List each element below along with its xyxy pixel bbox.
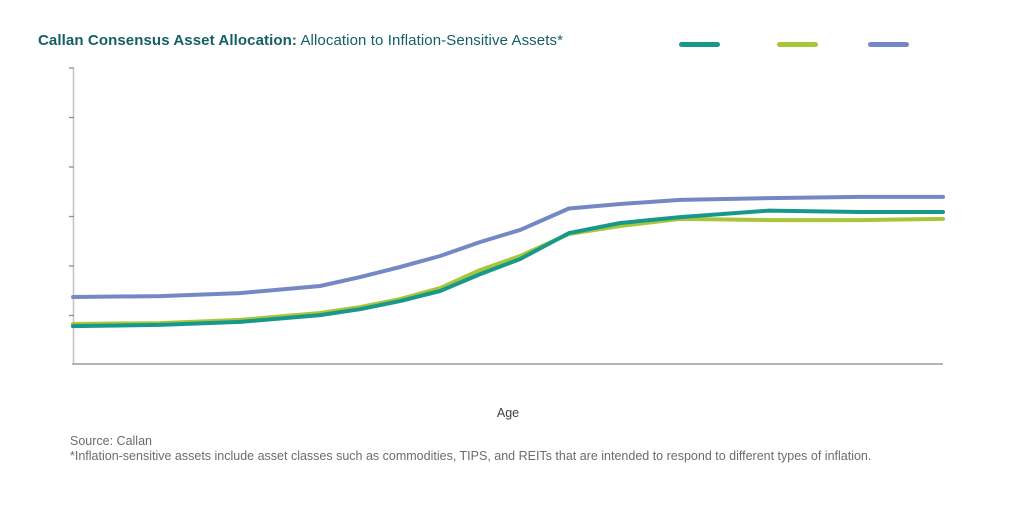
source-line: Source: Callan <box>70 434 152 448</box>
series-line-green <box>71 216 945 326</box>
footnote-line: *Inflation-sensitive assets include asse… <box>70 448 872 463</box>
series-line-teal <box>71 208 945 329</box>
chart-title-regular: Allocation to Inflation-Sensitive Assets… <box>297 32 564 49</box>
series-line-blue <box>71 194 945 299</box>
x-axis-label: Age <box>496 406 520 420</box>
chart-title-bold: Callan Consensus Asset Allocation: <box>38 32 298 49</box>
footer-notes: Source: Callan *Inflation-sensitive asse… <box>70 434 871 463</box>
chart-title: Callan Consensus Asset Allocation: Alloc… <box>38 32 563 49</box>
